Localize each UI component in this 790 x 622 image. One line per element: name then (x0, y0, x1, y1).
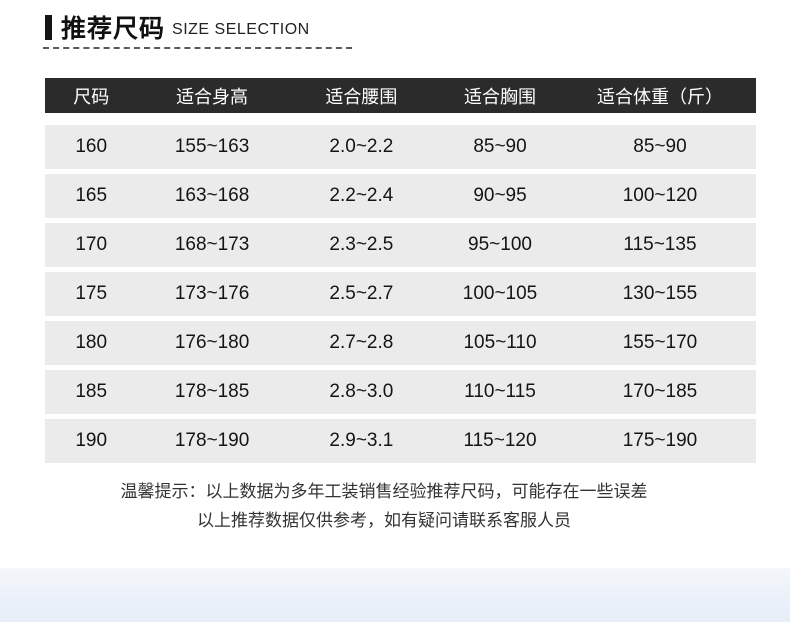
table-cell: 190 (75, 430, 108, 451)
table-cell: 185 (75, 381, 108, 402)
table-cell: 178~190 (174, 430, 250, 451)
table-cell: 2.7~2.8 (329, 332, 394, 353)
table-cell: 175 (75, 283, 108, 304)
table-row: 180 176~180 2.7~2.8 105~110 155~170 (45, 321, 756, 365)
table-cell: 2.2~2.4 (329, 185, 394, 206)
section-title-cn: 推荐尺码 (61, 15, 166, 43)
table-cell: 168~173 (174, 234, 250, 255)
table-row: 190 178~190 2.9~3.1 115~120 175~190 (45, 419, 756, 463)
table-cell: 165 (75, 185, 108, 206)
table-cell: 85~90 (633, 136, 687, 157)
table-cell: 160 (75, 136, 108, 157)
table-row: 160 155~163 2.0~2.2 85~90 85~90 (45, 125, 756, 169)
header-cell-chest: 适合胸围 (464, 86, 536, 107)
table-cell: 100~120 (622, 185, 698, 206)
table-cell: 180 (75, 332, 108, 353)
table-row: 165 163~168 2.2~2.4 90~95 100~120 (45, 174, 756, 218)
table-cell: 155~163 (174, 136, 250, 157)
table-cell: 176~180 (174, 332, 250, 353)
dashed-divider (43, 47, 352, 49)
table-cell: 110~115 (464, 381, 536, 402)
table-cell: 95~100 (468, 234, 532, 255)
title-accent-bar (45, 14, 52, 40)
table-cell: 115~120 (463, 430, 537, 451)
notice-line-2: 以上推荐数据仅供参考，如有疑问请联系客服人员 (197, 511, 571, 530)
table-cell: 105~110 (463, 332, 537, 353)
table-cell: 155~170 (622, 332, 698, 353)
table-cell: 85~90 (473, 136, 527, 157)
table-row: 170 168~173 2.3~2.5 95~100 115~135 (45, 223, 756, 267)
section-title-en: SIZE SELECTION (172, 21, 310, 38)
table-cell: 178~185 (174, 381, 250, 402)
table-row: 175 173~176 2.5~2.7 100~105 130~155 (45, 272, 756, 316)
next-section-background (0, 568, 790, 622)
table-cell: 2.0~2.2 (329, 136, 394, 157)
header-cell-waist: 适合腰围 (325, 86, 398, 107)
table-cell: 2.9~3.1 (329, 430, 394, 451)
header-cell-height: 适合身高 (176, 86, 249, 107)
table-cell: 2.3~2.5 (329, 234, 394, 255)
table-cell: 175~190 (622, 430, 698, 451)
table-cell: 100~105 (462, 283, 538, 304)
notice-text: 温馨提示：以上数据为多年工装销售经验推荐尺码，可能存在一些误差 以上推荐数据仅供… (0, 477, 768, 535)
table-cell: 163~168 (174, 185, 250, 206)
notice-line-1: 温馨提示：以上数据为多年工装销售经验推荐尺码，可能存在一些误差 (120, 482, 648, 501)
table-cell: 2.8~3.0 (329, 381, 394, 402)
table-cell: 170 (75, 234, 108, 255)
table-cell: 173~176 (174, 283, 250, 304)
table-cell: 115~135 (623, 234, 697, 255)
section-title: 推荐尺码 SIZE SELECTION (45, 9, 310, 45)
header-cell-weight: 适合体重（斤） (596, 86, 723, 107)
header-cell-size: 尺码 (73, 86, 110, 107)
table-cell: 130~155 (622, 283, 698, 304)
table-cell: 170~185 (622, 381, 698, 402)
table-header-row: 尺码 适合身高 适合腰围 适合胸围 适合体重（斤） (45, 78, 756, 113)
size-table: 尺码 适合身高 适合腰围 适合胸围 适合体重（斤） 160 155~163 2.… (45, 78, 756, 463)
table-row: 185 178~185 2.8~3.0 110~115 170~185 (45, 370, 756, 414)
table-cell: 90~95 (473, 185, 527, 206)
table-cell: 2.5~2.7 (329, 283, 394, 304)
